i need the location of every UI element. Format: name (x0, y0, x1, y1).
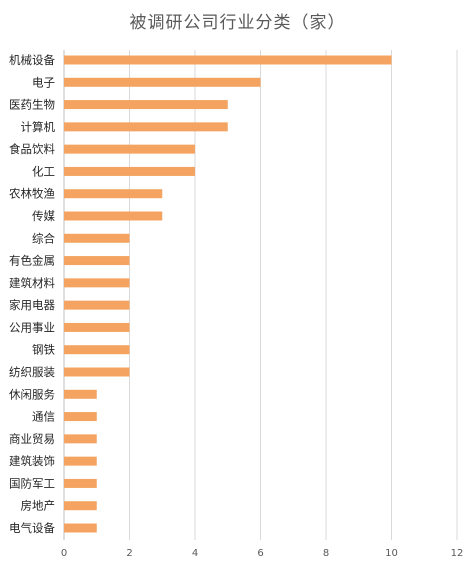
bar (64, 144, 195, 154)
x-tick-label: 8 (323, 548, 329, 559)
x-tick-label: 12 (451, 548, 464, 559)
category-label: 传媒 (32, 209, 55, 223)
category-label: 建筑装饰 (9, 454, 55, 468)
x-tick-label: 2 (126, 548, 132, 559)
bar (64, 55, 392, 65)
x-tick-label: 0 (61, 548, 67, 559)
bar (64, 77, 261, 87)
bar (64, 501, 97, 511)
bar (64, 256, 130, 266)
category-label: 钢铁 (32, 343, 55, 357)
category-label: 房地产 (21, 499, 56, 513)
category-label: 综合 (32, 231, 55, 245)
category-label: 国防军工 (9, 476, 55, 490)
category-label: 计算机 (21, 120, 56, 134)
bar (64, 523, 97, 533)
category-label: 化工 (32, 164, 55, 178)
bar (64, 100, 228, 110)
category-label: 建筑材料 (9, 276, 55, 290)
category-label: 农林牧渔 (9, 187, 55, 201)
bar (64, 233, 130, 243)
bars (64, 55, 392, 533)
category-label: 电子 (32, 75, 55, 89)
bar (64, 166, 195, 176)
category-label: 食品饮料 (9, 142, 55, 156)
x-tick-label: 4 (192, 548, 198, 559)
x-tick-label: 6 (257, 548, 263, 559)
category-label: 纺织服装 (9, 365, 55, 379)
category-label: 休闲服务 (9, 387, 55, 401)
category-label: 机械设备 (9, 53, 55, 67)
bar (64, 345, 130, 355)
category-label: 商业贸易 (9, 432, 55, 446)
bar (64, 211, 163, 221)
category-label: 电气设备 (9, 521, 55, 535)
bar (64, 389, 97, 399)
category-label: 有色金属 (9, 254, 55, 268)
bar (64, 278, 130, 288)
x-tick-label: 10 (385, 548, 398, 559)
category-label: 家用电器 (9, 298, 55, 312)
bar (64, 478, 97, 488)
bar (64, 456, 97, 466)
chart-title: 被调研公司行业分类（家） (129, 13, 346, 33)
bar (64, 367, 130, 377)
bar (64, 300, 130, 310)
bar (64, 434, 97, 444)
bar (64, 189, 163, 199)
category-label: 医药生物 (9, 98, 55, 112)
category-labels: 机械设备电子医药生物计算机食品饮料化工农林牧渔传媒综合有色金属建筑材料家用电器公… (9, 53, 55, 535)
bar (64, 122, 228, 132)
x-tick-labels: 0 2 4 6 8 10 12 (61, 548, 464, 559)
category-label: 公用事业 (9, 320, 55, 334)
category-label: 通信 (32, 410, 55, 424)
bar (64, 322, 130, 332)
bar (64, 412, 97, 422)
